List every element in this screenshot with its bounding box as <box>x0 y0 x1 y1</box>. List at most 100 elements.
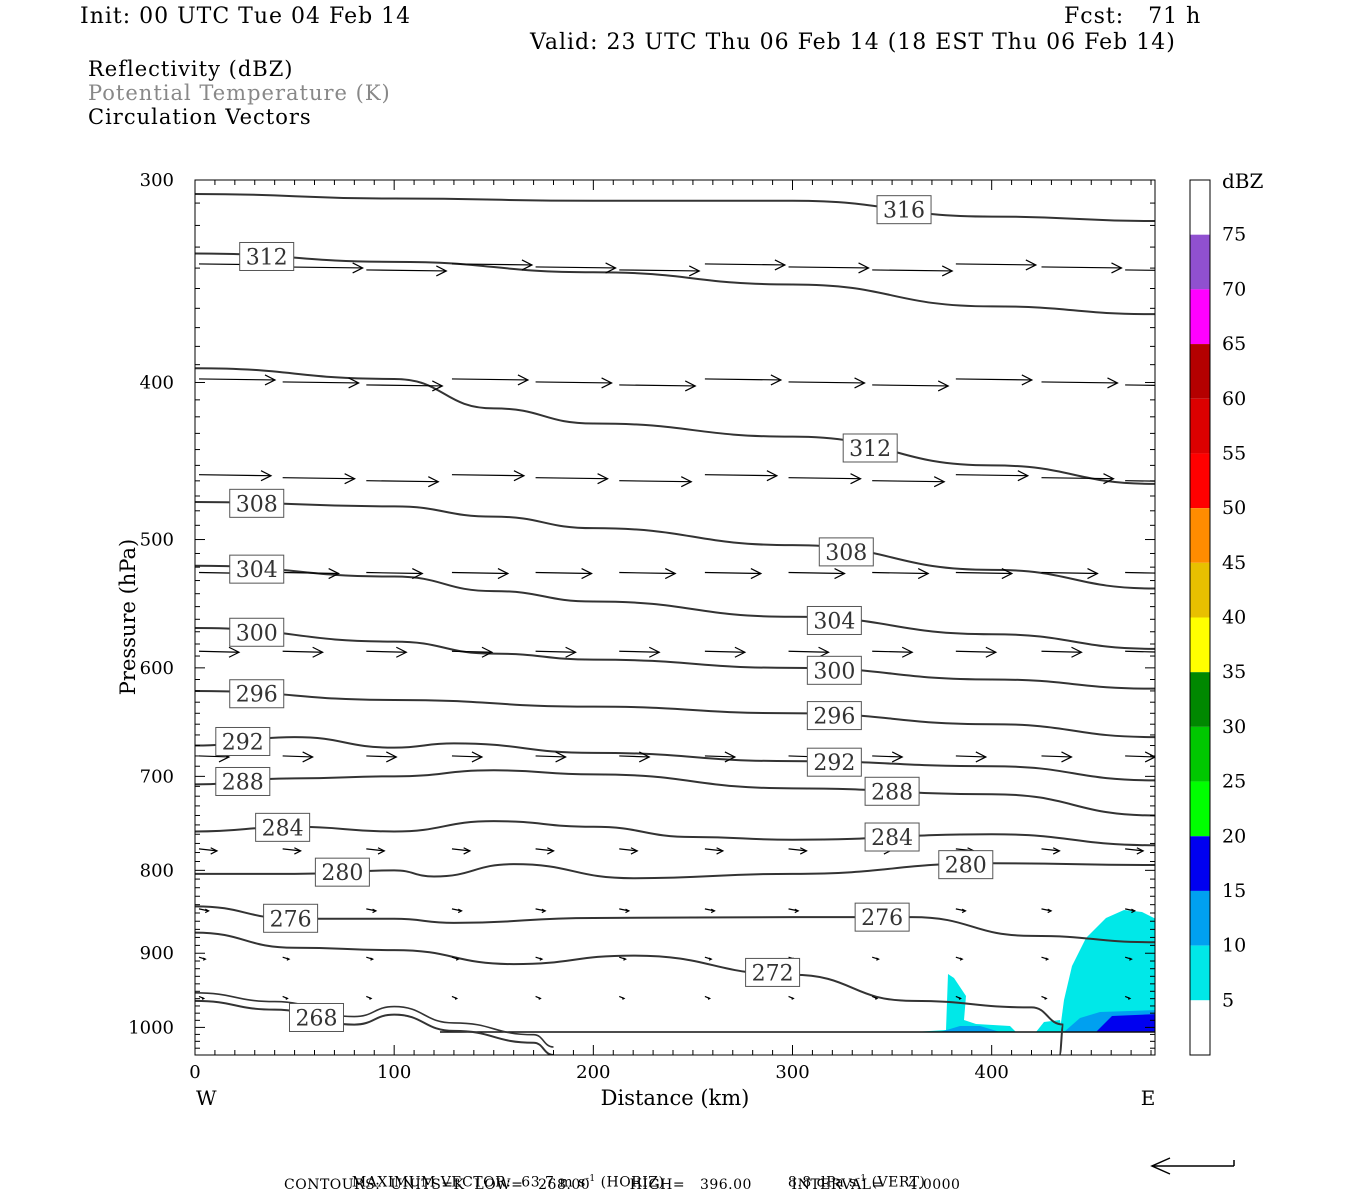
vector-shaft <box>788 650 829 653</box>
vector-head <box>710 908 716 914</box>
vector-shaft <box>788 571 845 575</box>
max-vector-horiz: 63.7 m s <box>521 1174 586 1191</box>
max-vector-vert: 8.8 dPa s-1 (VERT) <box>778 1158 925 1191</box>
contour-label: 276 <box>270 907 312 932</box>
field-reflectivity-label: Reflectivity (dBZ) <box>88 57 294 81</box>
colorbar-level-label: 55 <box>1222 442 1246 464</box>
y-tick-label: 600 <box>140 658 174 679</box>
vector-head <box>664 567 677 580</box>
vector-head <box>396 646 408 658</box>
vector-head <box>638 751 651 763</box>
vector-shaft <box>619 480 692 483</box>
contour-label-box <box>864 822 920 852</box>
x-axis-label: Distance (km) <box>601 1086 750 1110</box>
vector-head <box>202 957 207 961</box>
vector-head <box>517 374 530 386</box>
vector-shaft <box>282 381 359 384</box>
contour-label-box <box>239 241 295 271</box>
contour-label: 304 <box>813 609 855 634</box>
vector-shaft <box>1041 650 1082 653</box>
contour-label: 308 <box>825 541 867 566</box>
vector-head <box>302 751 314 763</box>
max-vector-horiz-tag: (HORIZ) <box>600 1174 665 1191</box>
vector-head <box>834 567 846 580</box>
colorbar-box <box>1190 890 1210 946</box>
vector-head <box>1127 997 1132 1000</box>
vector-head <box>204 908 210 914</box>
contour-label-box <box>818 537 874 567</box>
vector-shaft <box>955 474 1028 477</box>
vector-shaft <box>1041 571 1098 575</box>
vector-head <box>264 374 277 386</box>
colorbar-box <box>1190 672 1210 727</box>
vector-shaft <box>451 848 471 852</box>
vector-shaft <box>872 480 945 483</box>
vector-head <box>372 908 378 914</box>
y-tick-label: 500 <box>140 530 174 551</box>
x-tick-label: 100 <box>377 1062 411 1083</box>
vector-shaft <box>619 571 676 575</box>
vector-shaft <box>1041 848 1060 852</box>
contour-label: 280 <box>321 861 363 886</box>
vector-head <box>1025 259 1038 271</box>
vector-head <box>1047 908 1053 914</box>
colorbar-level-label: 60 <box>1222 388 1246 410</box>
vector-head <box>455 957 460 961</box>
vector-shaft <box>788 381 865 384</box>
colorbar-box <box>1190 180 1210 235</box>
vector-head <box>707 997 712 1000</box>
vector-shaft <box>1041 755 1072 758</box>
colorbar-box <box>1190 508 1210 563</box>
colorbar-unit: dBZ <box>1222 169 1264 193</box>
vector-head <box>471 751 484 763</box>
vector-shaft <box>1125 571 1155 574</box>
vector-shaft <box>451 650 492 653</box>
contour-label: 308 <box>236 492 278 517</box>
vector-head <box>348 377 360 389</box>
contour-label-box <box>806 747 862 777</box>
field-theta-label: Potential Temperature (K) <box>88 81 391 105</box>
contour-label: 284 <box>262 816 304 841</box>
vector-shaft <box>704 474 777 477</box>
theta-contour <box>195 564 1155 650</box>
vector-head <box>770 374 783 386</box>
vector-shaft <box>1041 266 1122 269</box>
vector-shaft <box>451 755 482 758</box>
vector-head <box>708 957 713 961</box>
contour-label: 272 <box>752 961 794 986</box>
vector-head <box>1061 751 1073 763</box>
contour-label-box <box>806 605 862 635</box>
colorbar-box <box>1190 234 1210 290</box>
colorbar-level-label: 15 <box>1222 880 1246 902</box>
vector-shaft <box>282 266 363 269</box>
vector-shaft <box>198 378 276 381</box>
vector-head <box>961 908 967 914</box>
colorbar-level-label: 40 <box>1222 607 1246 629</box>
contour-label: 268 <box>295 1006 337 1031</box>
vector-head <box>538 997 542 1000</box>
contour-label: 316 <box>883 199 925 224</box>
vector-shaft <box>366 650 407 653</box>
y-tick-label: 1000 <box>128 1017 174 1038</box>
vector-head <box>1017 470 1030 482</box>
y-tick-label: 300 <box>140 170 174 191</box>
vector-head <box>680 476 693 488</box>
vector-shaft <box>1041 477 1114 480</box>
vector-head <box>941 265 954 277</box>
vector-head <box>1001 567 1014 580</box>
y-tick-label: 400 <box>140 372 174 393</box>
refl-area-5 <box>1060 910 1155 1032</box>
contour-label-box <box>854 902 910 932</box>
vector-head <box>565 646 577 658</box>
vector-shaft <box>955 571 1012 575</box>
colorbar-level-label: 20 <box>1222 825 1246 847</box>
vector-shaft <box>872 650 913 653</box>
vector-shaft <box>1125 269 1155 271</box>
theta-contour <box>195 769 1155 817</box>
vector-head <box>1103 473 1115 485</box>
vector-head <box>605 262 617 274</box>
vector-head <box>1136 847 1145 855</box>
vector-shaft <box>282 571 339 575</box>
vector-head <box>1144 751 1155 763</box>
